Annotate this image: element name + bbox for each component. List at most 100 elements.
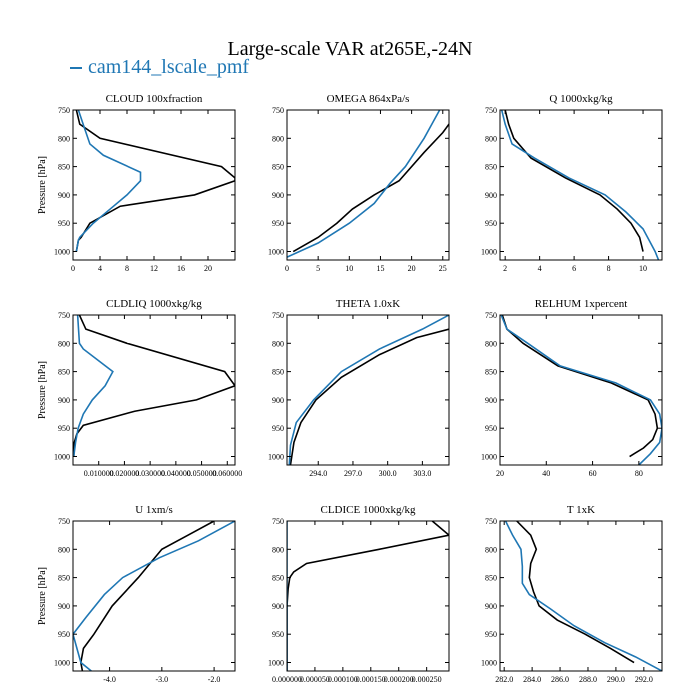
panel-7-ytick-label: 850 (58, 574, 70, 583)
panel-4-ytick-label: 750 (58, 311, 70, 320)
panel-4-series-blue-line (73, 315, 114, 457)
panel-2-frame (286, 109, 450, 261)
panel-2-ytick-label: 950 (272, 219, 284, 228)
panel-5-ytick-label: 950 (272, 424, 284, 433)
panel-3-title: Q 1000xkg/kg (549, 93, 613, 105)
panel-2-xtick-label: 0 (285, 264, 289, 273)
panel-8-ytick-label: 850 (272, 574, 284, 583)
panel-1-xtick-label: 0 (71, 264, 75, 273)
panel-9-xtick-label: 288.0 (579, 675, 597, 684)
panel-1-xtick-label: 4 (98, 264, 102, 273)
panel-4: CLDLIQ 1000xkg/kg 750 800 850 900 950 1000 0.01… (37, 298, 242, 478)
panel-6-xtick-label: 80 (635, 469, 643, 478)
panel-5-xtick-label: 297.0 (344, 469, 362, 478)
panel-8-xtick-label: 0.000200 (384, 675, 414, 684)
panel-3-ytick-label: 750 (485, 106, 497, 115)
panel-8-ytick-label: 750 (272, 517, 284, 526)
legend-swatch (70, 66, 82, 69)
panel-9-ytick-label: 1000 (481, 659, 497, 668)
panel-9-xtick-label: 284.0 (523, 675, 541, 684)
panel-4-xtick-label: 0.010000 (84, 469, 114, 478)
panel-9-xtick-label: 292.0 (635, 675, 653, 684)
panel-2: OMEGA 864xPa/s 750 800 850 900 950 10000 5 10 15 2… (268, 93, 450, 273)
panel-7-xtick-label: -2.0 (208, 675, 221, 684)
panel-5-xtick-label: 300.0 (379, 469, 397, 478)
panel-3-series-black-line (504, 110, 644, 252)
panel-6-frame (499, 314, 663, 466)
panel-2-ytick-label: 850 (272, 163, 284, 172)
panel-5-xtick-label: 294.0 (309, 469, 327, 478)
legend: cam144_lscale_pmf (70, 56, 249, 79)
panel-4-ytick-label: 950 (58, 424, 70, 433)
panel-2-ytick-label: 750 (272, 106, 284, 115)
panel-1-frame (72, 109, 236, 261)
panel-1-ytick-label: 750 (58, 106, 70, 115)
panel-2-series-black-line (292, 123, 449, 253)
panel-1-series-blue-line (75, 110, 142, 252)
panel-7-xtick-label: -3.0 (156, 675, 169, 684)
panel-5-series-black-line (289, 328, 449, 465)
panel-3-xtick-label: 6 (572, 264, 576, 273)
panel-9-ytick-label: 850 (485, 574, 497, 583)
panel-7-series-black-line (80, 521, 215, 671)
panel-9-ytick-label: 900 (485, 602, 497, 611)
panel-6-ytick-label: 950 (485, 424, 497, 433)
panel-5-frame (286, 314, 450, 466)
panel-6-ytick-label: 850 (485, 368, 497, 377)
panel-9-ytick-label: 750 (485, 517, 497, 526)
panel-9: T 1xK 750 800 850 900 950 1000 282.0 284.0 286.0 2… (481, 504, 663, 684)
panel-2-xtick-label: 15 (376, 264, 384, 273)
panel-2-ytick-label: 1000 (268, 248, 284, 257)
panel-2-ytick-label: 800 (272, 134, 284, 143)
panel-9-xtick-label: 286.0 (551, 675, 569, 684)
panel-9-series-black-line (516, 521, 635, 664)
panel-1-ylabel: Pressure [hPa] (37, 156, 48, 214)
panel-9-title: T 1xK (567, 504, 595, 516)
panel-4-xtick-label: 0.050000 (187, 469, 217, 478)
panel-4-ylabel: Pressure [hPa] (37, 361, 48, 419)
panel-3-ytick-label: 900 (485, 191, 497, 200)
panel-5-ytick-label: 850 (272, 368, 284, 377)
panel-1-ytick-label: 800 (58, 134, 70, 143)
panel-1-ytick-label: 900 (58, 191, 70, 200)
panel-1-ytick-label: 950 (58, 219, 70, 228)
panel-6-series-black-line (501, 315, 659, 458)
panel-1-series-black-line (75, 110, 235, 252)
panel-4-ytick-label: 800 (58, 339, 70, 348)
panel-2-title: OMEGA 864xPa/s (327, 93, 410, 105)
figure-title: Large-scale VAR at265E,-24N (227, 38, 473, 60)
panel-8-xtick-label: 0.000050 (300, 675, 330, 684)
panel-4-ytick-label: 850 (58, 368, 70, 377)
panel-4-xtick-label: 0.040000 (161, 469, 191, 478)
panel-3-xtick-label: 10 (639, 264, 647, 273)
panel-7-xtick-label: -4.0 (103, 675, 116, 684)
panel-5-ytick-label: 1000 (268, 453, 284, 462)
panel-3: Q 1000xkg/kg 750 800 850 900 950 1000 2 4 6 8 10 (481, 93, 663, 273)
panel-4-ytick-label: 1000 (54, 453, 70, 462)
panel-3-ytick-label: 850 (485, 163, 497, 172)
panel-9-series-blue-line (504, 521, 662, 671)
panel-2-ytick-label: 900 (272, 191, 284, 200)
panel-7-ytick-label: 950 (58, 630, 70, 639)
panel-6-series-blue-line (500, 315, 662, 465)
panel-8-series-black-line (287, 521, 449, 671)
panel-6-xtick-label: 60 (589, 469, 597, 478)
panel-5-title: THETA 1.0xK (336, 298, 401, 310)
panel-7-ylabel: Pressure [hPa] (37, 567, 48, 625)
panel-5: THETA 1.0xK 750 800 850 900 950 1000 294.0 297.0… (268, 298, 450, 478)
panel-8-title: CLDICE 1000xkg/kg (320, 504, 416, 516)
panel-7-ytick-label: 800 (58, 545, 70, 554)
panel-1: CLOUD 100xfraction 750 800 850 900 950 10000 4 8… (37, 93, 236, 273)
panel-8-frame (286, 520, 450, 672)
panel-7-frame (72, 520, 236, 672)
panel-9-frame (499, 520, 663, 672)
panel-7: U 1xm/s 750 800 850 900 950 1000 -4.0 -3.0 -2.0 Pr… (37, 504, 236, 684)
panel-2-series-blue-line (287, 110, 441, 258)
panel-1-xtick-label: 12 (150, 264, 158, 273)
panel-2-xtick-label: 5 (316, 264, 320, 273)
panel-4-ytick-label: 900 (58, 396, 70, 405)
panel-8-ytick-label: 1000 (268, 659, 284, 668)
panel-6-ytick-label: 750 (485, 311, 497, 320)
panel-4-xtick-label: 0.020000 (109, 469, 139, 478)
